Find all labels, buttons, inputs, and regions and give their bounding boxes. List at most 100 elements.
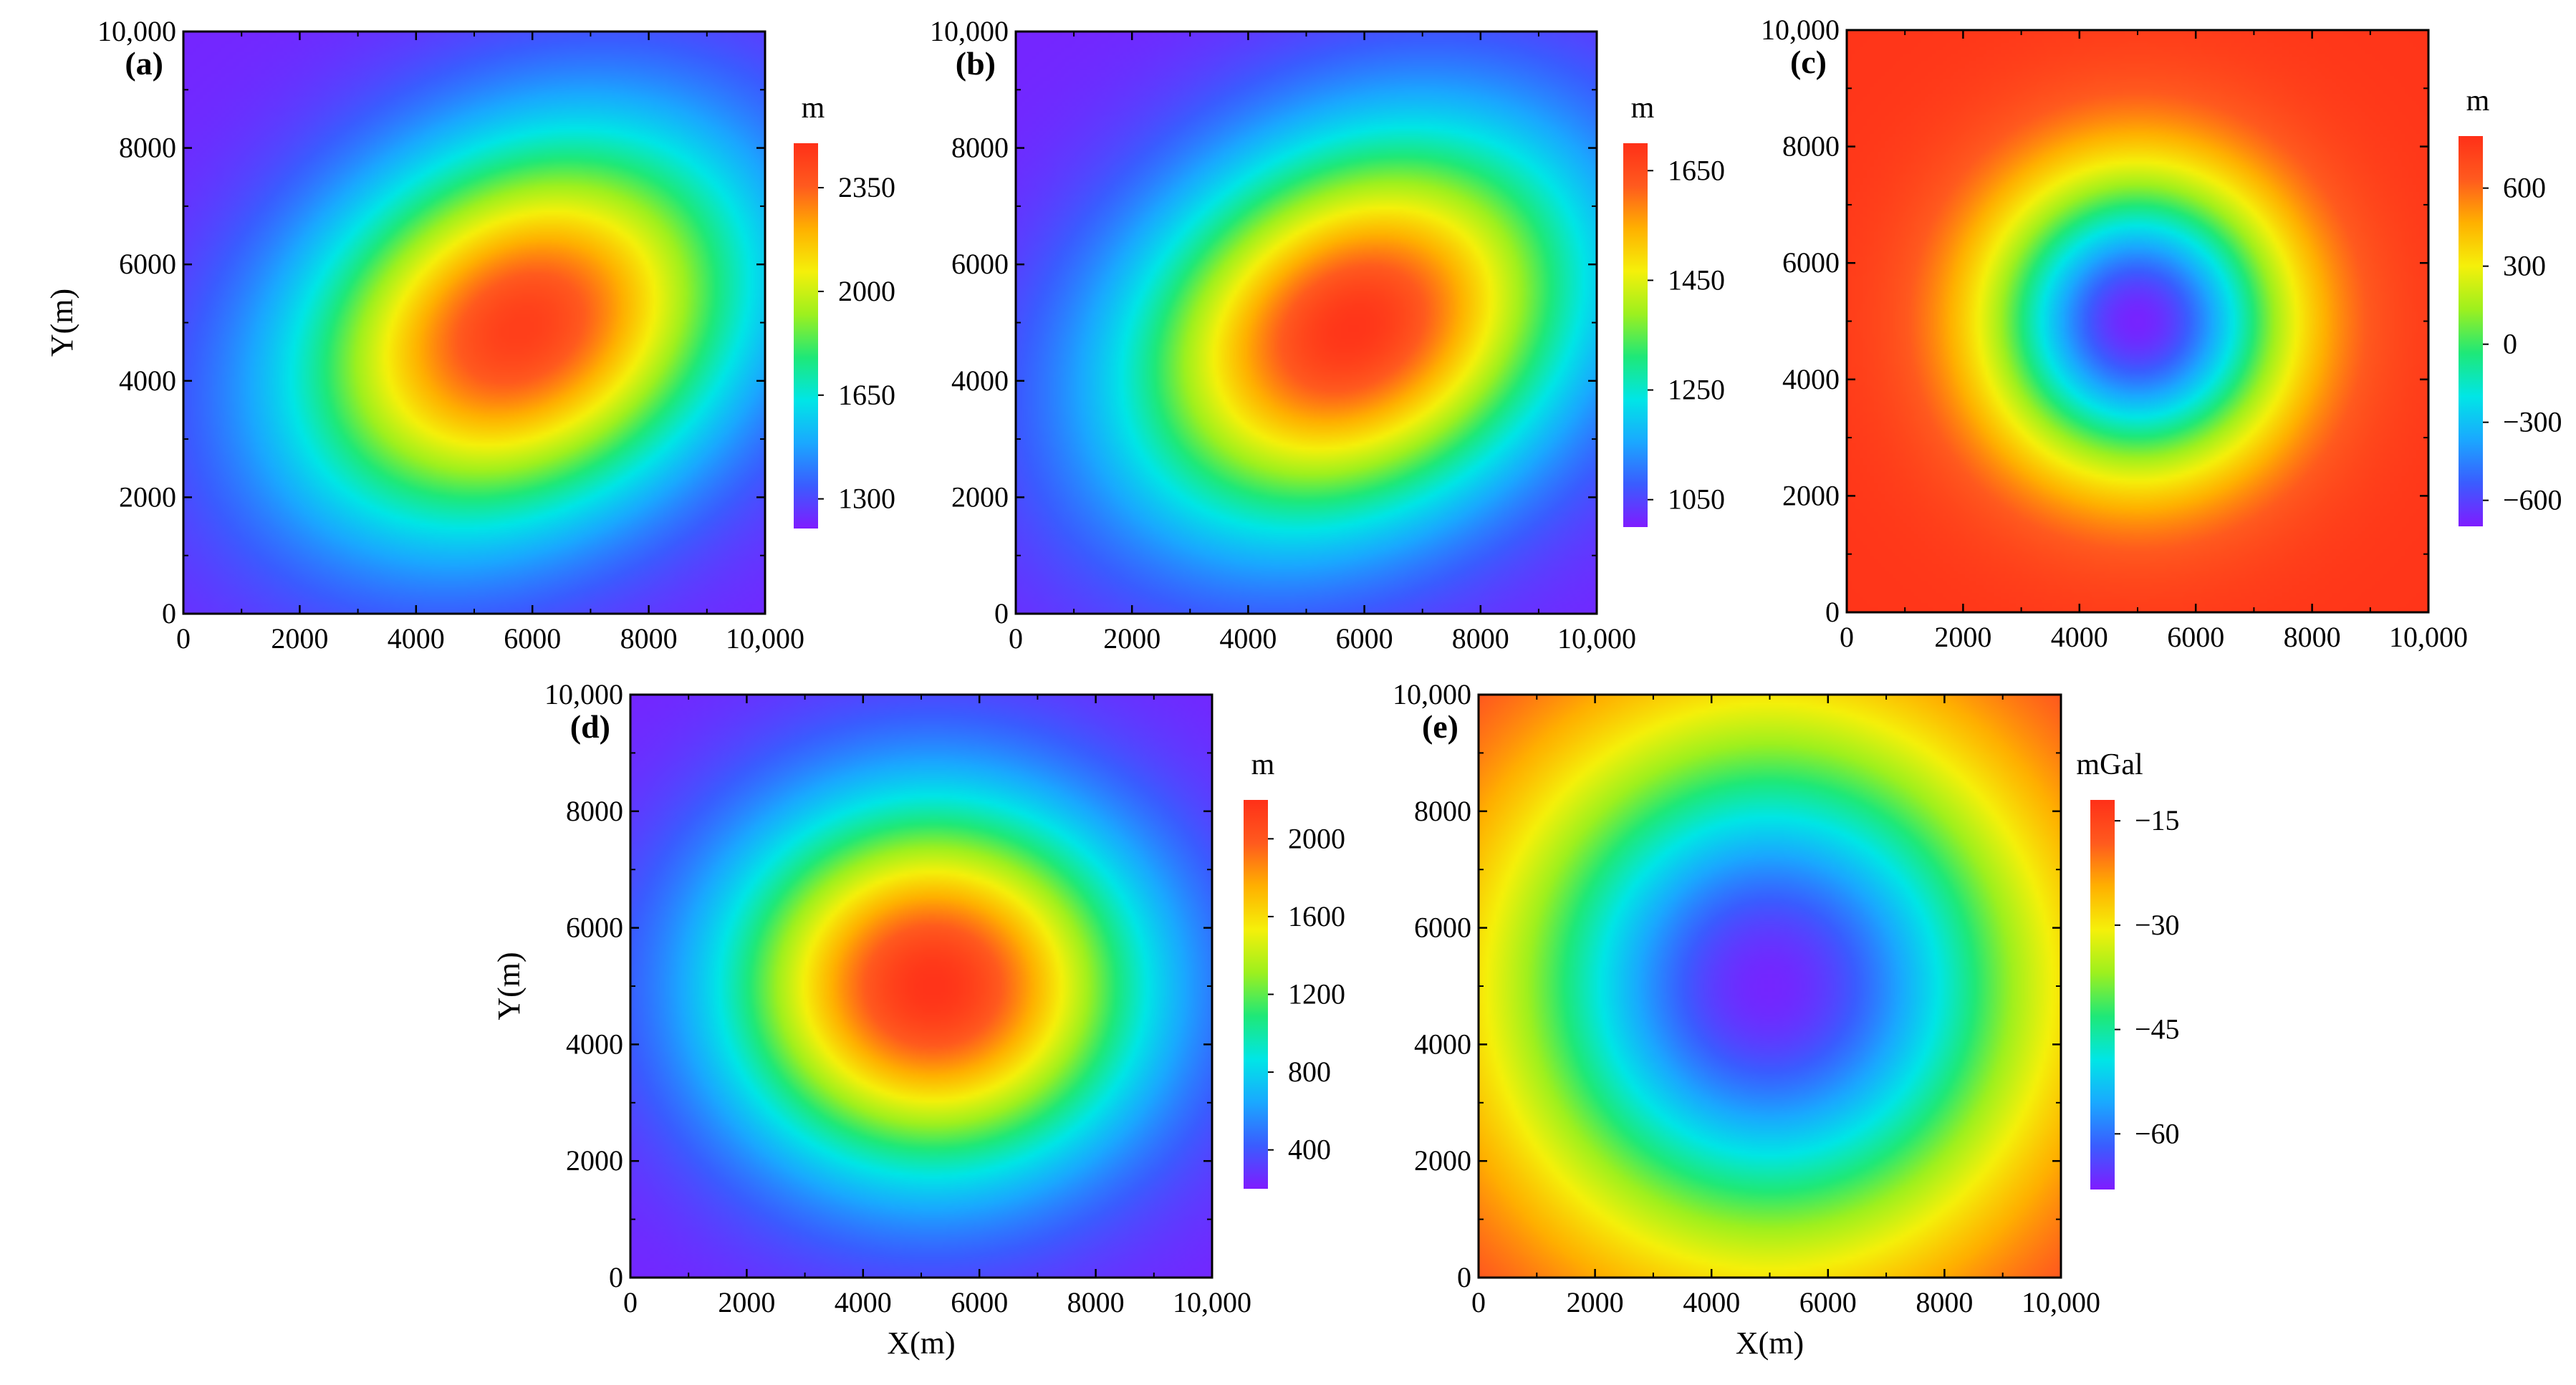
x-tick-label: 0 [1471, 1286, 1486, 1318]
x-tick-label: 10,000 [1557, 622, 1636, 655]
y-tick-label: 8000 [1414, 795, 1471, 827]
colorbar [1244, 800, 1268, 1189]
x-tick-label: 10,000 [2389, 621, 2468, 653]
colorbar-tick-label: 400 [1288, 1134, 1331, 1166]
colorbar-tick-label: −60 [2135, 1117, 2180, 1149]
y-tick-label: 6000 [951, 248, 1009, 280]
colorbar-tick-label: 1300 [838, 483, 895, 515]
x-tick-label: 8000 [2284, 621, 2341, 653]
panel-c: 0 2000 4000 6000 8000 10,00002000400060008000… [1761, 14, 2562, 653]
heatmap-image [1479, 695, 2061, 1278]
colorbar-tick-label: 1250 [1668, 374, 1725, 406]
colorbar-unit: mGal [2076, 748, 2143, 781]
x-tick-label: 0 [176, 622, 191, 655]
x-axis-title: X(m) [887, 1326, 955, 1361]
colorbar-tick-label: 1650 [1668, 154, 1725, 186]
x-tick-label: 2000 [1567, 1286, 1624, 1318]
y-tick-label: 0 [162, 597, 176, 629]
y-tick-label: 2000 [566, 1144, 623, 1177]
panel-b: 0 2000 4000 6000 8000 10,000 0 2000 4000 6000 8000… [930, 15, 1725, 655]
panel-label: (b) [956, 45, 996, 82]
x-tick-label: 8000 [1916, 1286, 1973, 1318]
y-tick-label: 8000 [951, 132, 1009, 164]
y-tick-label: 2000 [119, 481, 176, 513]
y-tick-label: 10,000 [1393, 678, 1471, 710]
colorbar-tick-label: 600 [2503, 172, 2546, 204]
panel-label: (e) [1422, 708, 1458, 745]
x-tick-label: 8000 [620, 622, 678, 655]
x-tick-label: 6000 [2167, 621, 2224, 653]
x-tick-label: 6000 [504, 622, 561, 655]
y-tick-label: 4000 [119, 365, 176, 397]
colorbar-tick-label: 2000 [1288, 822, 1345, 854]
y-tick-label: 10,000 [930, 15, 1009, 47]
y-tick-label: 6000 [1782, 246, 1840, 279]
panel-label: (d) [570, 708, 610, 745]
panel-a: 0 2000 4000 6000 8000 10,000 0 2000 4000 6000 8000… [44, 15, 895, 655]
colorbar [794, 143, 818, 529]
y-axis-title: Y(m) [491, 952, 527, 1020]
panel-label: (c) [1790, 44, 1827, 80]
colorbar-tick-label: 0 [2503, 328, 2517, 360]
heatmap-image [1016, 32, 1597, 614]
colorbar-tick-label: 300 [2503, 250, 2546, 282]
colorbar-unit: m [802, 92, 825, 125]
y-tick-label: 8000 [119, 132, 176, 164]
y-tick-label: 0 [609, 1261, 623, 1293]
x-tick-label: 10,000 [2022, 1286, 2100, 1318]
x-tick-label: 10,000 [726, 622, 804, 655]
y-tick-label: 0 [994, 597, 1009, 629]
y-tick-label: 4000 [951, 365, 1009, 397]
x-axis-title: X(m) [1736, 1326, 1804, 1361]
y-tick-label: 10,000 [544, 678, 623, 710]
x-tick-label: 8000 [1452, 622, 1509, 655]
x-tick-label: 6000 [1799, 1286, 1857, 1318]
panel-label: (a) [125, 45, 163, 82]
colorbar-tick-label: 1650 [838, 379, 895, 411]
x-tick-label: 0 [1840, 621, 1854, 653]
x-tick-label: 4000 [2051, 621, 2108, 653]
x-tick-label: 2000 [1934, 621, 1991, 653]
colorbar-unit: m [2466, 85, 2490, 117]
x-tick-label: 4000 [388, 622, 445, 655]
x-tick-label: 0 [623, 1286, 638, 1318]
panel-d: 0 2000 4000 6000 8000 10,000 0 2000 4000 6000 8000… [491, 678, 1345, 1361]
x-tick-label: 6000 [951, 1286, 1008, 1318]
x-tick-label: 0 [1009, 622, 1023, 655]
panel-e: 0 2000 4000 6000 8000 10,000 0 2000 4000 6000 8000… [1393, 678, 2180, 1361]
x-tick-label: 2000 [718, 1286, 775, 1318]
heatmap-image [183, 32, 765, 614]
y-tick-label: 10,000 [1761, 14, 1840, 46]
colorbar-tick-label: −45 [2135, 1013, 2180, 1046]
colorbar-tick-label: −30 [2135, 909, 2180, 941]
y-tick-label: 8000 [1782, 130, 1840, 163]
colorbar-unit: m [1251, 748, 1275, 781]
x-tick-label: 2000 [1103, 622, 1160, 655]
colorbar-tick-label: −600 [2503, 484, 2562, 516]
colorbar-tick-label: 1200 [1288, 978, 1345, 1010]
y-axis-title: Y(m) [44, 289, 80, 357]
x-tick-label: 10,000 [1173, 1286, 1251, 1318]
y-tick-label: 2000 [1782, 479, 1840, 511]
y-tick-label: 4000 [1414, 1028, 1471, 1060]
y-tick-label: 2000 [1414, 1144, 1471, 1177]
colorbar-unit: m [1631, 92, 1655, 125]
y-tick-label: 0 [1825, 596, 1840, 628]
y-tick-label: 6000 [1414, 912, 1471, 944]
y-tick-label: 4000 [1782, 363, 1840, 395]
x-tick-label: 8000 [1067, 1286, 1125, 1318]
colorbar [2459, 136, 2483, 526]
heatmap-image [630, 695, 1212, 1278]
x-tick-label: 4000 [835, 1286, 892, 1318]
colorbar-tick-label: 800 [1288, 1056, 1331, 1088]
y-tick-label: 6000 [566, 912, 623, 944]
x-tick-label: 4000 [1219, 622, 1277, 655]
colorbar-tick-label: −15 [2135, 804, 2180, 836]
x-tick-label: 6000 [1336, 622, 1393, 655]
y-tick-label: 6000 [119, 248, 176, 280]
y-tick-label: 2000 [951, 481, 1009, 513]
colorbar-tick-label: 1450 [1668, 264, 1725, 296]
x-tick-label: 2000 [271, 622, 328, 655]
colorbar [1623, 143, 1648, 527]
